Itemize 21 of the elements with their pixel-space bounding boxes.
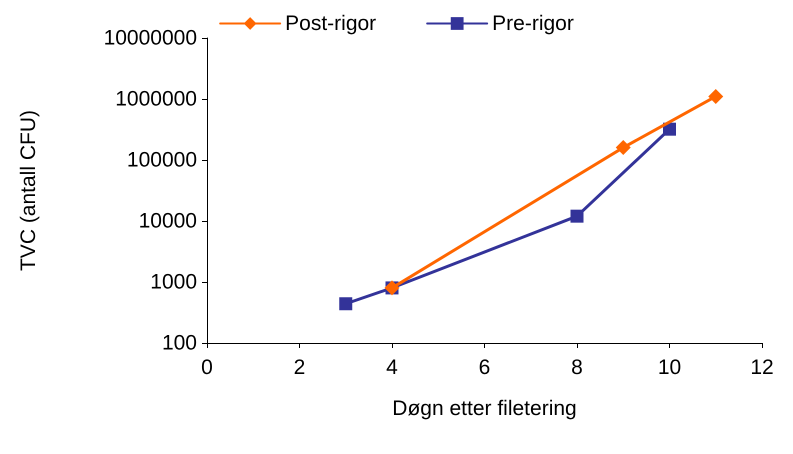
legend-label: Pre-rigor [492,12,574,35]
x-tick-label: 8 [571,356,583,379]
y-axis-title: TVC (antall CFU) [17,110,40,272]
point [616,140,631,156]
x-tick-label: 10 [658,356,682,379]
y-tick-label: 100 [162,332,197,354]
x-tick-label: 6 [478,356,490,379]
x-tick-label: 0 [201,356,213,379]
point [339,297,352,310]
y-tick-label: 1000000 [115,88,197,110]
y-tick-label: 1000 [150,270,197,294]
y-tick-label: 100000 [126,148,197,172]
x-tick-label: 4 [386,356,398,379]
x-tick-label: 2 [294,356,306,379]
y-tick-label: 10000000 [104,26,197,50]
y-tick-label: 10000 [138,210,197,232]
x-axis-title: Døgn etter filetering [392,397,577,420]
point [570,210,584,223]
x-tick-label: 12 [750,356,774,379]
point [708,88,724,104]
legend-label: Post-rigor [285,12,376,35]
